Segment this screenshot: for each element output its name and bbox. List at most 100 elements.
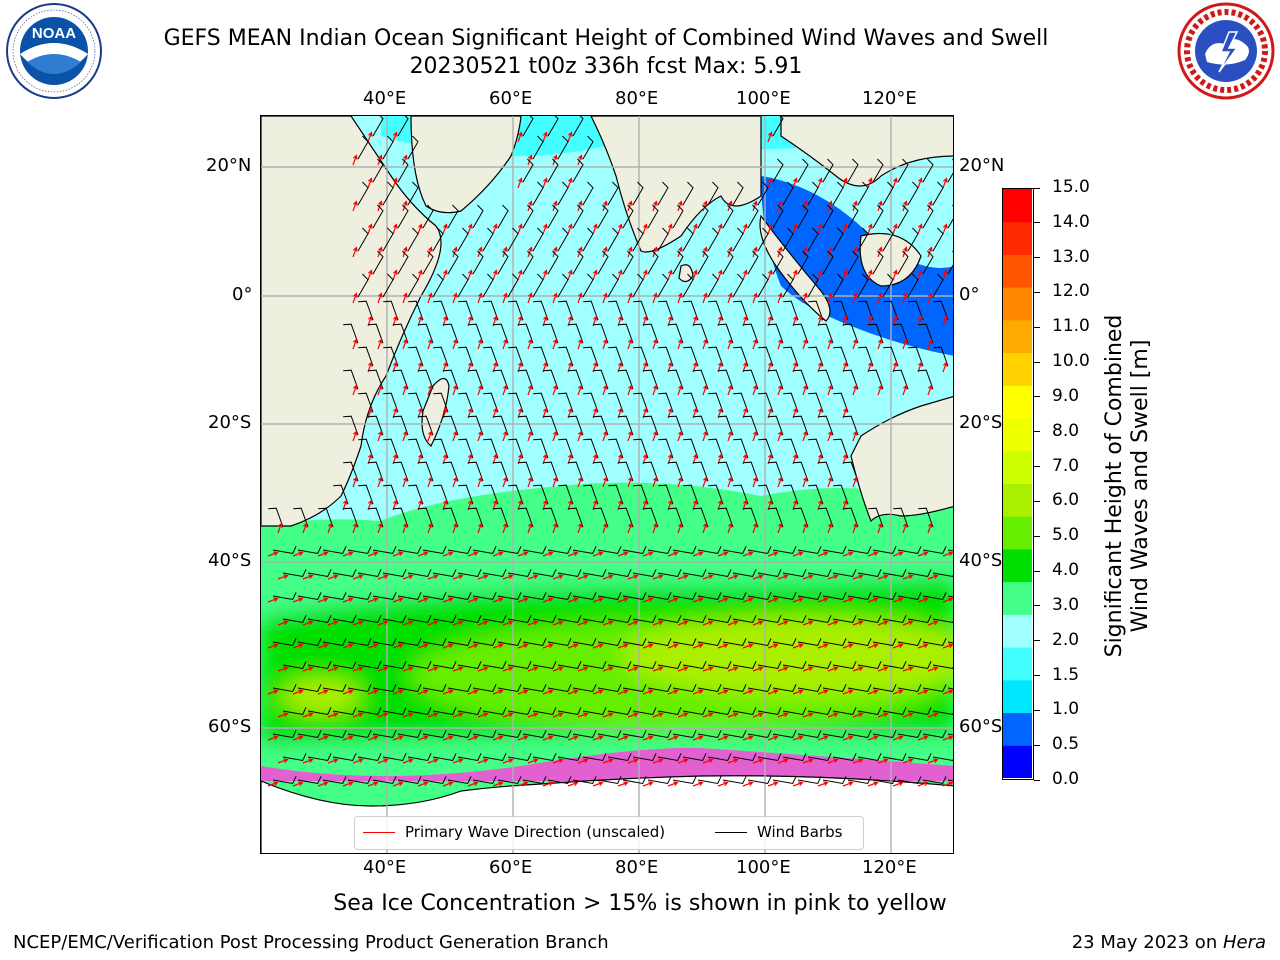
wind-barb: [557, 615, 582, 624]
wave-direction-arrow: [377, 476, 383, 488]
wind-barb: [343, 323, 359, 344]
wind-barb: [557, 569, 582, 578]
wave-direction-arrow: [552, 666, 564, 672]
wave-direction-arrow: [827, 200, 833, 212]
wave-direction-arrow: [527, 292, 533, 304]
wind-barb: [607, 615, 632, 624]
wind-barb: [857, 753, 882, 762]
wave-direction-arrow: [577, 758, 589, 764]
wind-barb: [522, 730, 547, 739]
wind-barb: [733, 300, 749, 321]
wave-direction-arrow: [567, 735, 579, 741]
wind-barb: [882, 227, 894, 252]
lon-label-top-60e: 60°E: [489, 88, 533, 109]
wave-direction-arrow: [767, 781, 779, 787]
wave-direction-arrow: [327, 574, 339, 580]
wave-direction-arrow: [902, 292, 908, 304]
wind-barb: [508, 438, 524, 459]
wave-direction-arrow: [677, 522, 683, 534]
wind-barb: [432, 707, 457, 716]
wind-barb: [508, 300, 524, 321]
wind-barb: [843, 415, 859, 436]
wind-barb: [832, 569, 857, 578]
wind-barb: [357, 661, 382, 670]
colorbar-tick-label: 12.0: [1052, 281, 1090, 302]
wave-direction-arrow: [617, 597, 629, 603]
wind-barb: [607, 707, 632, 716]
wind-barb: [843, 507, 859, 528]
wave-direction-arrow: [617, 223, 623, 235]
wind-barb: [297, 730, 322, 739]
wave-direction-arrow: [702, 246, 708, 258]
wind-barb: [422, 204, 434, 229]
wave-direction-arrow: [502, 574, 514, 580]
wind-barb: [507, 661, 532, 670]
wind-barb: [797, 546, 822, 555]
colorbar-swatch: [1003, 483, 1032, 517]
wind-barb: [907, 569, 932, 578]
wind-barb: [357, 181, 369, 206]
wind-barb: [757, 273, 769, 298]
wind-barb: [332, 707, 357, 716]
wind-barb: [847, 158, 859, 183]
wave-direction-arrow: [902, 712, 914, 718]
wind-barb: [797, 684, 822, 693]
wave-direction-arrow: [642, 597, 654, 603]
colorbar-tick-mark: [1034, 709, 1040, 711]
wind-barb: [433, 484, 449, 505]
wave-direction-arrow: [927, 522, 933, 534]
wave-direction-arrow: [627, 574, 639, 580]
wave-direction-arrow: [677, 246, 683, 258]
wind-barb: [433, 392, 449, 413]
wave-direction-arrow: [352, 384, 358, 396]
wave-direction-arrow: [502, 384, 508, 396]
footer-date-text: 23 May 2023 on: [1071, 932, 1223, 953]
wave-direction-arrow: [542, 689, 554, 695]
wave-direction-arrow: [352, 574, 364, 580]
wind-barb: [597, 776, 622, 785]
wave-direction-arrow: [502, 476, 508, 488]
wind-barb: [882, 615, 907, 624]
wind-barb: [893, 369, 909, 390]
wave-direction-arrow: [752, 246, 758, 258]
wind-barb: [593, 323, 609, 344]
wind-barb: [418, 507, 434, 528]
wave-direction-arrow: [527, 154, 533, 166]
wave-direction-arrow: [292, 551, 304, 557]
wave-direction-arrow: [802, 246, 808, 258]
wind-barb: [732, 707, 757, 716]
wave-direction-arrow: [817, 177, 823, 189]
wind-barb: [382, 227, 394, 252]
wave-direction-arrow: [802, 200, 808, 212]
wind-barb: [783, 484, 799, 505]
wave-direction-arrow: [917, 551, 929, 557]
wind-barb: [358, 346, 374, 367]
colorbar-tick-mark: [1034, 466, 1040, 468]
wind-barb: [772, 730, 797, 739]
wind-barb: [643, 415, 659, 436]
wave-direction-arrow: [677, 338, 683, 350]
wind-barb: [543, 323, 559, 344]
wind-barb: [708, 300, 724, 321]
wave-direction-arrow: [477, 574, 489, 580]
wave-direction-arrow: [502, 292, 508, 304]
wave-direction-arrow: [702, 574, 714, 580]
wind-barb: [432, 753, 457, 762]
wind-barb: [897, 684, 922, 693]
wind-barb: [757, 227, 769, 252]
wind-barb: [533, 484, 549, 505]
colorbar-swatch: [1003, 221, 1032, 255]
wave-direction-arrow: [902, 620, 914, 626]
colorbar-tick-label: 9.0: [1052, 385, 1080, 406]
wind-barb: [797, 158, 809, 183]
wind-barb: [457, 569, 482, 578]
wave-direction-arrow: [417, 269, 423, 281]
wave-direction-arrow: [892, 551, 904, 557]
wind-barb: [368, 415, 384, 436]
wind-barb: [582, 707, 607, 716]
wave-direction-arrow: [677, 758, 689, 764]
wind-barb: [272, 592, 297, 601]
wind-barb: [868, 369, 884, 390]
wave-direction-arrow: [767, 131, 773, 143]
wind-barb: [608, 438, 624, 459]
